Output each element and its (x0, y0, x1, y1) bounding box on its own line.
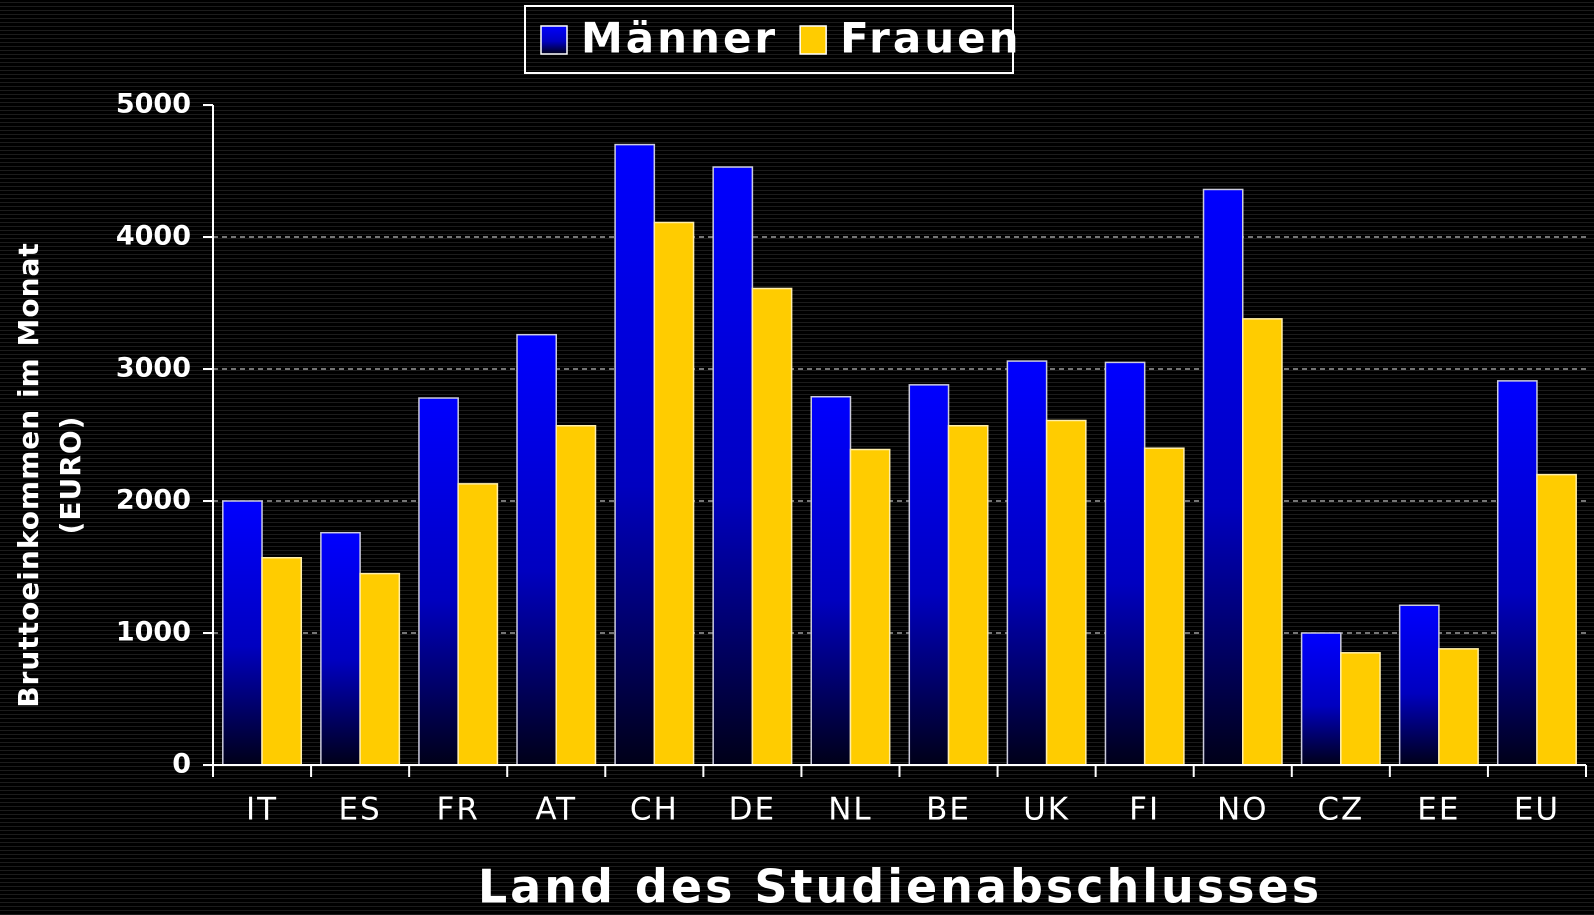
y-tick-label: 5000 (116, 89, 191, 120)
legend-swatch (799, 25, 827, 55)
y-axis-title: (EURO) (54, 416, 87, 535)
bar (653, 221, 695, 766)
x-tick-label: ES (338, 792, 381, 828)
bar (516, 333, 557, 766)
x-tick-label: FR (436, 792, 479, 828)
legend: Männer Frauen (524, 5, 1021, 74)
bar (1398, 604, 1440, 766)
bar (908, 384, 950, 766)
bar (320, 531, 361, 766)
bar (947, 425, 989, 766)
x-tick-label: EE (1417, 792, 1460, 828)
x-tick-label: AT (535, 792, 577, 828)
y-tick-label: 1000 (116, 617, 191, 648)
x-tick-label: NL (828, 792, 872, 828)
bar (1143, 447, 1185, 766)
legend-label: Frauen (840, 14, 1021, 63)
bar (849, 448, 891, 766)
bar (222, 500, 263, 766)
bar (418, 397, 459, 766)
bar (1300, 632, 1342, 766)
x-tick-label: CZ (1317, 792, 1364, 828)
x-tick-label: NO (1217, 792, 1269, 828)
x-tick-label: IT (246, 792, 278, 828)
bar (1045, 419, 1087, 766)
y-tick-label: 3000 (116, 353, 191, 384)
y-tick-label: 2000 (116, 485, 191, 516)
bar (1438, 648, 1479, 766)
bar (1104, 361, 1146, 766)
bar (614, 143, 656, 766)
legend-swatch (540, 25, 568, 55)
bar (555, 425, 597, 766)
y-axis-title: Bruttoeinkommen im Monat (12, 242, 45, 708)
y-tick-label: 4000 (116, 221, 191, 252)
x-axis-title: Land des Studienabschlusses (478, 860, 1322, 914)
y-tick-label: 0 (172, 749, 191, 780)
bar (261, 557, 303, 766)
bar (359, 572, 401, 766)
bar (457, 483, 499, 766)
bar (1202, 188, 1244, 766)
x-tick-label: UK (1023, 792, 1070, 828)
bar (712, 166, 754, 766)
bar (1006, 360, 1048, 766)
bar (810, 395, 852, 766)
legend-label: Männer (581, 14, 778, 63)
bar (1536, 473, 1577, 766)
bar (1242, 318, 1283, 766)
x-tick-label: EU (1514, 792, 1560, 828)
x-tick-label: DE (729, 792, 776, 828)
bar (1340, 652, 1381, 766)
bar (751, 287, 793, 766)
x-tick-label: FI (1129, 792, 1160, 828)
bar (1496, 380, 1538, 766)
x-tick-label: BE (926, 792, 971, 828)
x-tick-label: CH (630, 792, 679, 828)
legend-box (524, 5, 1014, 74)
